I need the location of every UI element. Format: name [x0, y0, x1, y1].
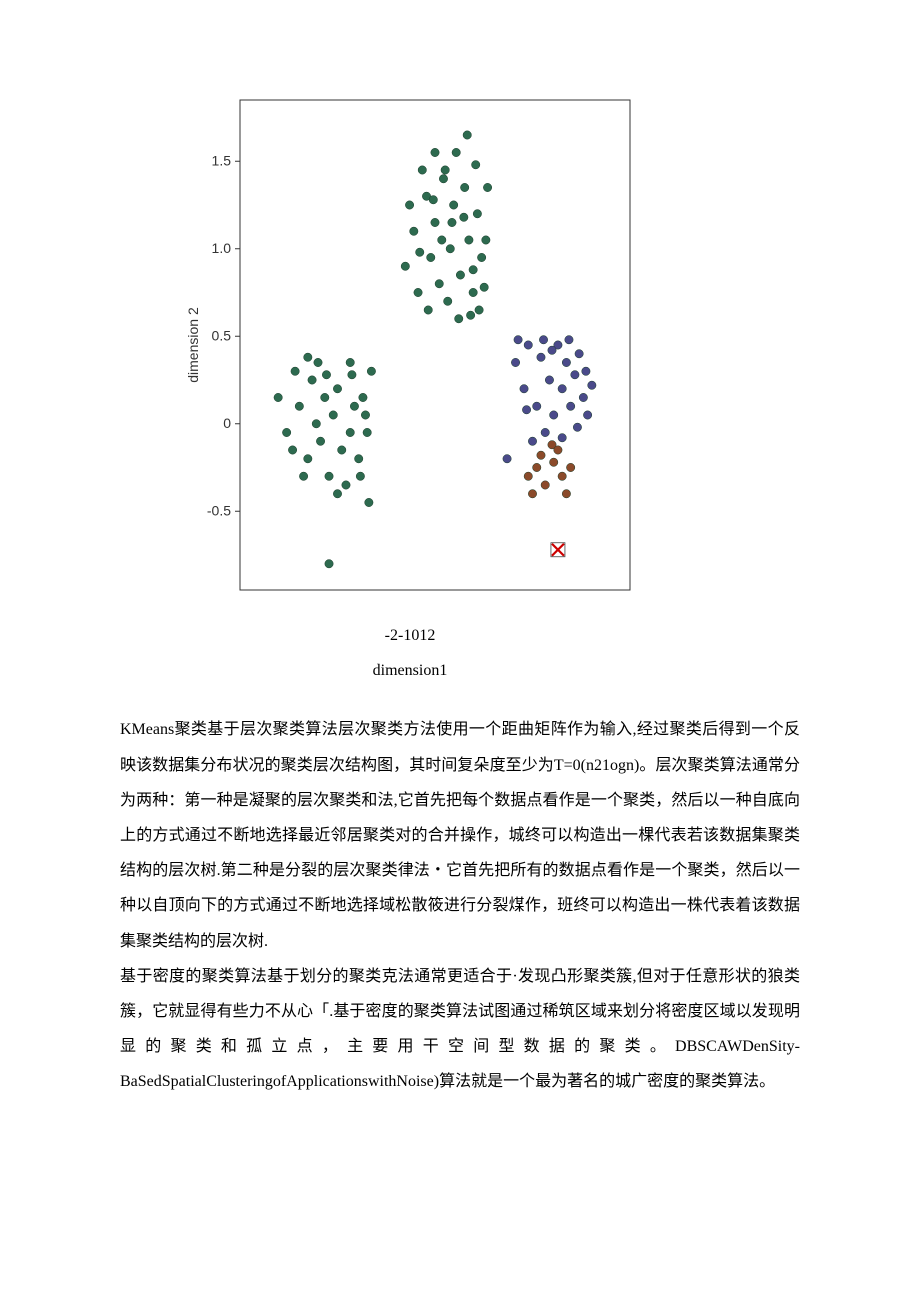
scatter-svg: -0.5 0 0.5 1.0 1.5 dimension 2 [180, 90, 640, 600]
paragraph-2: 基于密度的聚类算法基于划分的聚类克法通常更适合于·发现凸形聚类簇,但对于任意形状… [120, 959, 800, 1100]
svg-text:dimension 2: dimension 2 [185, 307, 201, 383]
caption-line-1: -2-1012 [180, 618, 640, 653]
scatter-chart: -0.5 0 0.5 1.0 1.5 dimension 2 [180, 90, 800, 600]
chart-caption: -2-1012 dimension1 [180, 618, 640, 688]
svg-text:-0.5: -0.5 [207, 502, 231, 518]
svg-text:0.5: 0.5 [212, 327, 232, 343]
caption-line-2: dimension1 [180, 653, 640, 688]
paragraph-1: KMeans聚类基于层次聚类算法层次聚类方法使用一个距曲矩阵作为输入,经过聚类后… [120, 712, 800, 958]
svg-text:0: 0 [223, 415, 231, 431]
svg-text:1.5: 1.5 [212, 152, 232, 168]
svg-text:1.0: 1.0 [212, 240, 232, 256]
